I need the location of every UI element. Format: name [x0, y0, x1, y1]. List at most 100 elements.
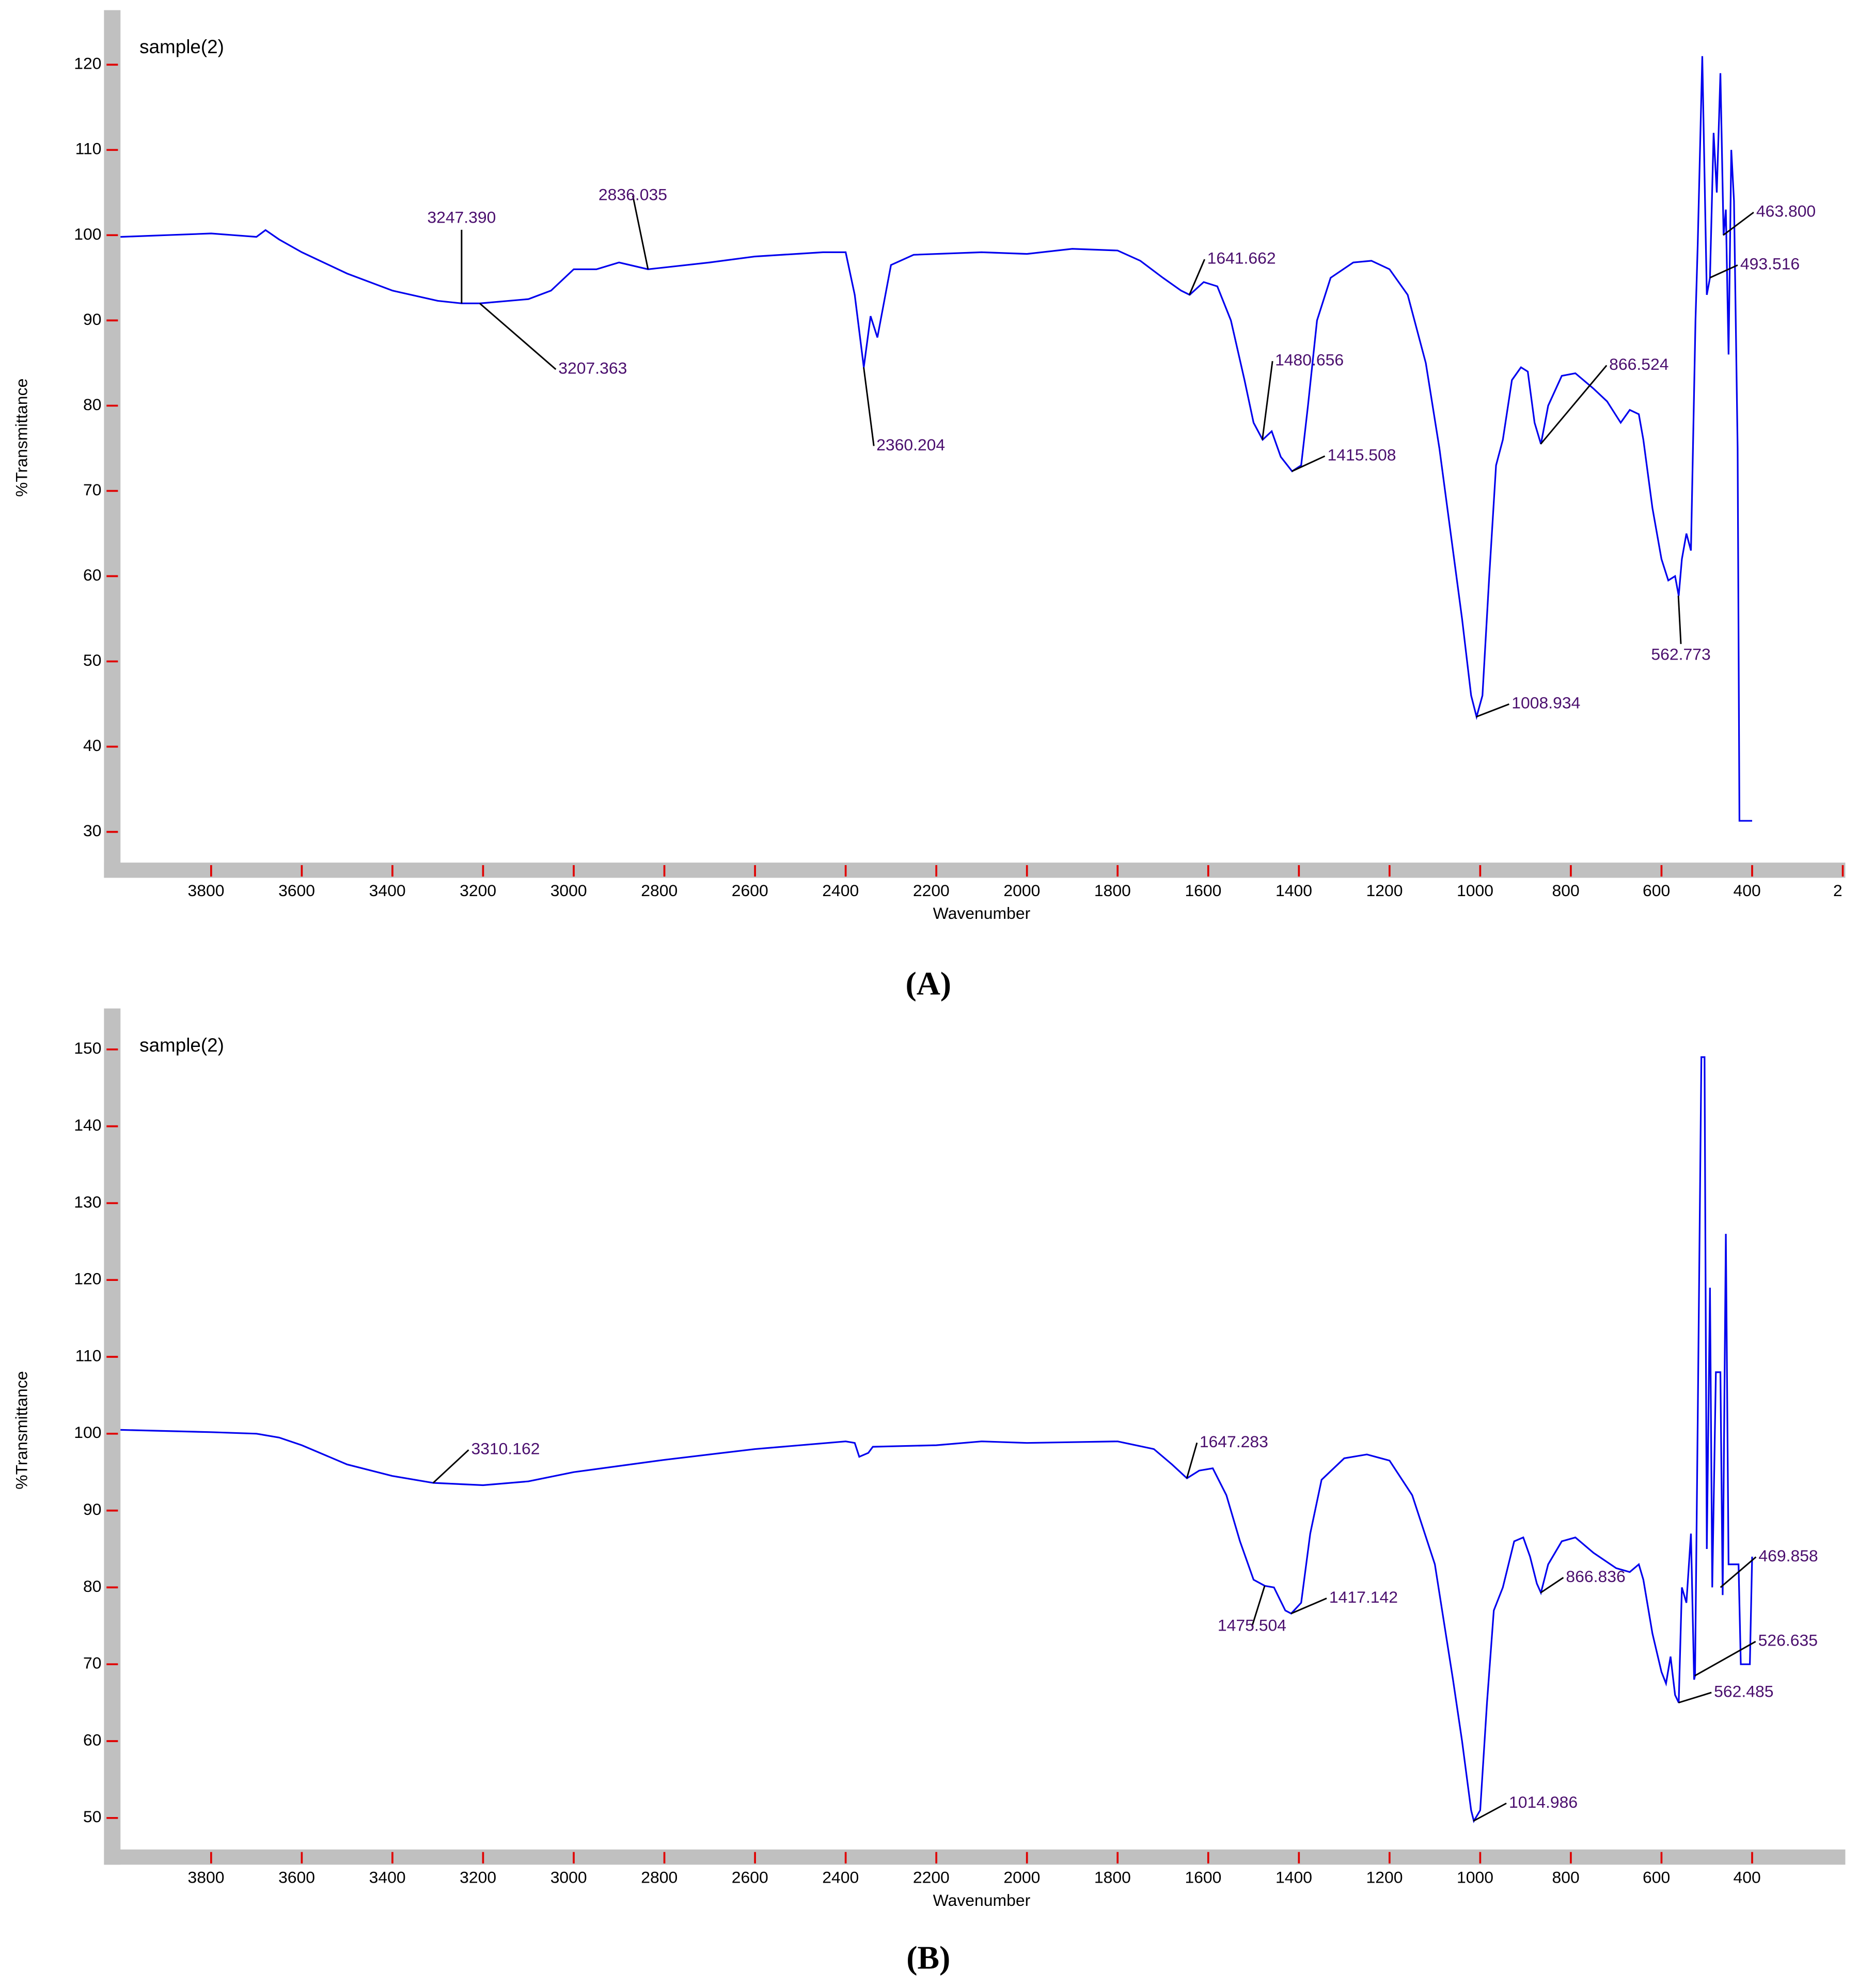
y-tick-label: 50 — [83, 651, 102, 669]
x-axis-bar — [104, 863, 1846, 878]
x-tick-label: 2800 — [641, 881, 678, 900]
y-tick-label: 70 — [83, 1654, 102, 1672]
y-tick-label: 60 — [83, 1730, 102, 1749]
y-tick-label: 90 — [83, 310, 102, 328]
x-tick-label: 1200 — [1366, 881, 1403, 900]
annotation-leader — [1186, 1442, 1198, 1479]
annotation-leader — [1709, 264, 1738, 279]
annotation-label: 2836.035 — [599, 185, 667, 204]
y-tick-label: 80 — [83, 395, 102, 414]
x-tick-label: 2000 — [1003, 1868, 1040, 1887]
y-axis-bar — [104, 10, 121, 878]
x-tick-label: 400 — [1734, 881, 1761, 900]
x-tick-label: 2 — [1833, 881, 1843, 900]
annotation-label: 2360.204 — [876, 435, 945, 454]
annotation-label: 562.485 — [1714, 1682, 1773, 1700]
y-tick-label: 120 — [74, 1270, 101, 1288]
x-tick-label: 1400 — [1276, 881, 1312, 900]
y-tick-label: 110 — [75, 139, 102, 158]
annotation-leader — [1723, 211, 1754, 236]
y-tick-label: 100 — [74, 1423, 101, 1442]
x-tick-label: 2800 — [641, 1868, 678, 1887]
annotation-label: 1647.283 — [1200, 1432, 1268, 1451]
annotation-leader — [1694, 1640, 1756, 1677]
annotation-label: 1008.934 — [1511, 694, 1580, 712]
annotation-label: 866.836 — [1566, 1567, 1625, 1586]
x-tick-label: 800 — [1552, 1868, 1579, 1887]
chart-title: sample(2) — [139, 36, 224, 57]
annotation-label: 1417.142 — [1329, 1588, 1398, 1606]
y-tick-label: 130 — [74, 1193, 101, 1211]
y-axis-label: %Transmittance — [12, 379, 31, 497]
x-axis-bar — [104, 1849, 1846, 1865]
annotation-leader — [1540, 1577, 1564, 1594]
x-tick-label: 1000 — [1457, 1868, 1493, 1887]
chart-title: sample(2) — [139, 1035, 224, 1056]
y-tick-label: 70 — [83, 480, 102, 499]
x-tick-label: 2200 — [913, 881, 950, 900]
y-axis-bar — [104, 1008, 121, 1865]
x-tick-label: 1800 — [1094, 881, 1131, 900]
x-tick-label: 1000 — [1457, 881, 1493, 900]
annotation-label: 1480.656 — [1275, 351, 1344, 369]
x-axis-label: Wavenumber — [933, 1891, 1031, 1909]
annotation-leader — [1290, 1598, 1327, 1615]
y-tick-label: 90 — [83, 1500, 102, 1519]
annotation-label: 526.635 — [1758, 1631, 1818, 1650]
annotation-label: 1415.508 — [1327, 445, 1396, 464]
x-tick-label: 3200 — [460, 1868, 496, 1887]
y-tick-label: 60 — [83, 566, 102, 584]
y-tick-label: 100 — [74, 225, 101, 243]
annotation-leader — [1292, 455, 1326, 472]
x-tick-label: 3800 — [188, 1868, 225, 1887]
annotation-leader — [1473, 1803, 1507, 1822]
annotation-leader — [1262, 361, 1273, 440]
x-tick-label: 3800 — [188, 881, 225, 900]
chart-caption: (B) — [906, 1939, 950, 1976]
annotation-leader — [479, 303, 557, 370]
annotation-leader — [1251, 1585, 1266, 1627]
y-tick-label: 50 — [83, 1807, 102, 1826]
annotation-label: 562.773 — [1651, 645, 1710, 663]
annotation-label: 493.516 — [1740, 255, 1800, 273]
spectrum-line — [120, 56, 1752, 822]
x-tick-label: 3400 — [369, 1868, 406, 1887]
x-tick-label: 2000 — [1003, 881, 1040, 900]
annotation-leader — [1188, 259, 1206, 295]
x-tick-label: 1800 — [1094, 1868, 1131, 1887]
annotation-leader — [1720, 1556, 1757, 1588]
x-tick-label: 3600 — [278, 1868, 315, 1887]
x-tick-label: 600 — [1643, 1868, 1670, 1887]
x-tick-label: 2600 — [732, 881, 768, 900]
annotation-label: 3247.390 — [427, 208, 496, 226]
x-tick-label: 2400 — [822, 1868, 859, 1887]
y-tick-label: 150 — [74, 1039, 101, 1057]
x-tick-label: 1200 — [1366, 1868, 1403, 1887]
y-tick-label: 140 — [74, 1116, 101, 1134]
annotation-leader — [1678, 1692, 1712, 1704]
chart-caption: (A) — [905, 965, 951, 1001]
x-tick-label: 3000 — [550, 1868, 587, 1887]
x-tick-label: 1400 — [1276, 1868, 1312, 1887]
annotation-label: 1014.986 — [1509, 1793, 1578, 1811]
x-tick-label: 1600 — [1185, 881, 1221, 900]
y-tick-label: 40 — [83, 736, 102, 755]
x-tick-label: 2400 — [822, 881, 859, 900]
spectrum-line — [120, 1056, 1753, 1823]
y-tick-label: 30 — [83, 821, 102, 840]
annotation-label: 3207.363 — [558, 359, 627, 378]
x-tick-label: 2600 — [732, 1868, 768, 1887]
y-tick-label: 80 — [83, 1577, 102, 1595]
annotation-leader — [1476, 703, 1509, 718]
x-tick-label: 3600 — [278, 881, 315, 900]
x-tick-label: 400 — [1734, 1868, 1761, 1887]
annotation-label: 1641.662 — [1207, 249, 1276, 268]
annotation-label: 1475.504 — [1218, 1616, 1286, 1634]
annotation-leader — [632, 195, 649, 270]
y-axis-label: %Transmittance — [12, 1371, 31, 1489]
annotation-leader — [1540, 365, 1608, 445]
annotation-label: 866.524 — [1609, 355, 1668, 373]
x-tick-label: 2200 — [913, 1868, 950, 1887]
annotation-label: 3310.162 — [471, 1439, 540, 1458]
